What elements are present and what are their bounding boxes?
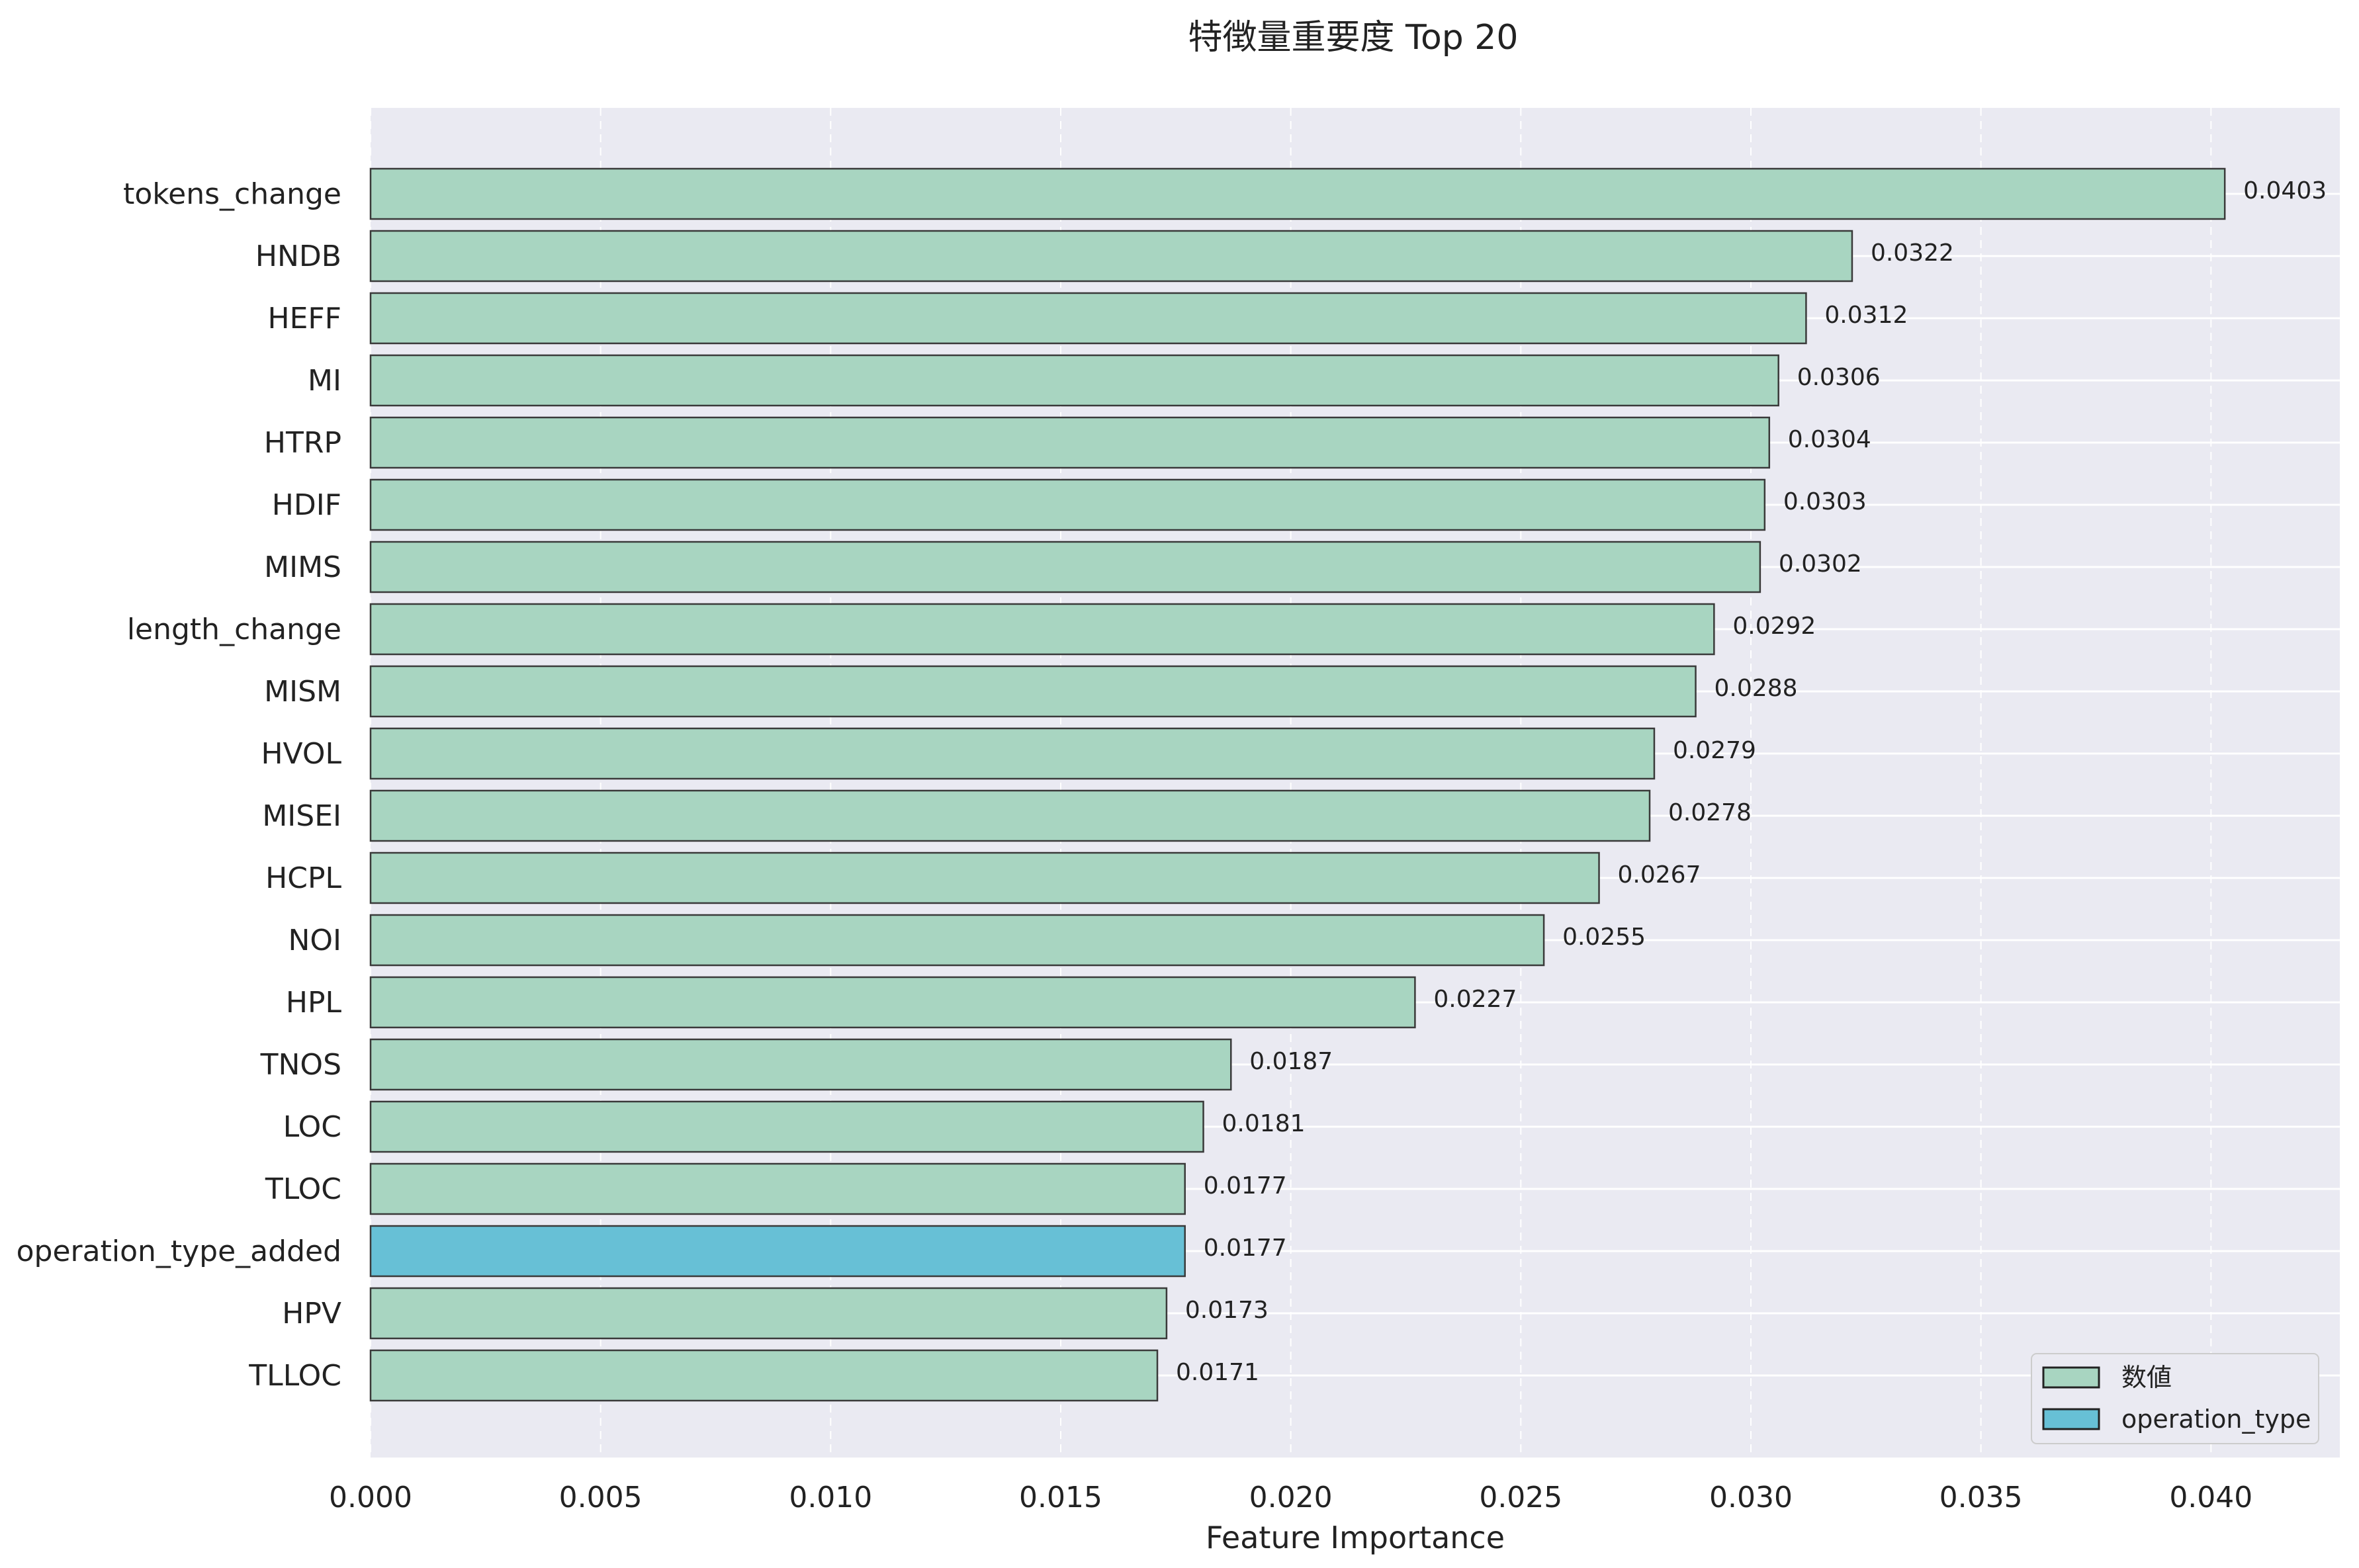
chart-title: 特徴量重要度 Top 20 <box>1188 18 1519 58</box>
bar <box>369 1162 1186 1215</box>
y-tick-label: TNOS <box>260 1048 341 1082</box>
y-tick-label: MISEI <box>262 799 341 833</box>
y-tick-label: HPL <box>286 986 342 1020</box>
bar <box>369 789 1651 842</box>
x-tick-label: 0.020 <box>1249 1481 1333 1514</box>
bar <box>369 976 1416 1029</box>
bar <box>369 167 2226 220</box>
x-tick-label: 0.030 <box>1709 1481 1793 1514</box>
bar <box>369 603 1715 656</box>
x-tick-labels: 0.000 0.005 0.010 0.015 0.020 0.025 0.030 0.035… <box>329 1481 2252 1514</box>
legend: 数値 operation_type <box>2031 1353 2319 1444</box>
value-label: 0.0303 <box>1783 488 1867 515</box>
y-tick-label: LOC <box>283 1110 341 1144</box>
y-tick-label: HNDB <box>255 240 341 273</box>
bar <box>369 914 1545 967</box>
bar <box>369 1038 1232 1091</box>
value-label: 0.0255 <box>1562 924 1646 951</box>
y-tick-labels: tokens_change HNDB HEFF MI HTRP HDIF MIMS lengt… <box>17 177 342 1393</box>
value-label: 0.0177 <box>1204 1235 1287 1262</box>
y-tick-label: MIMS <box>264 550 341 584</box>
y-tick-label: HCPL <box>265 861 341 895</box>
x-tick-label: 0.010 <box>789 1481 872 1514</box>
x-tick-label: 0.015 <box>1019 1481 1102 1514</box>
value-label: 0.0304 <box>1788 426 1871 453</box>
bar <box>369 478 1766 531</box>
bar <box>369 354 1779 407</box>
y-tick-label: TLOC <box>265 1172 341 1206</box>
bars <box>369 167 2226 1402</box>
y-tick-label: MISM <box>264 675 341 709</box>
value-label: 0.0279 <box>1673 737 1756 764</box>
value-label: 0.0306 <box>1797 364 1881 391</box>
y-tick-label: NOI <box>288 924 341 957</box>
x-tick-label: 0.000 <box>329 1481 412 1514</box>
y-tick-label: MI <box>308 364 341 398</box>
bar <box>369 727 1656 780</box>
legend-label-operation-type: operation_type <box>2121 1405 2311 1434</box>
value-label: 0.0288 <box>1714 675 1798 702</box>
x-tick-label: 0.005 <box>559 1481 643 1514</box>
value-label: 0.0227 <box>1433 986 1517 1013</box>
y-tick-label: TLLOC <box>248 1359 341 1393</box>
bar <box>369 1287 1168 1340</box>
value-label: 0.0171 <box>1176 1359 1259 1386</box>
value-label: 0.0278 <box>1668 799 1752 826</box>
y-tick-label: HTRP <box>264 426 341 460</box>
value-label: 0.0292 <box>1732 613 1816 640</box>
value-label: 0.0267 <box>1618 861 1701 889</box>
bar <box>369 851 1600 904</box>
y-tick-label: HDIF <box>272 488 341 522</box>
y-tick-label: HPV <box>282 1297 341 1330</box>
value-label: 0.0181 <box>1222 1110 1306 1137</box>
y-tick-label: tokens_change <box>123 177 341 211</box>
value-label: 0.0403 <box>2243 177 2327 204</box>
x-tick-label: 0.025 <box>1479 1481 1562 1514</box>
bar <box>369 665 1697 718</box>
bar <box>369 416 1771 469</box>
legend-swatch-operation-type <box>2042 1408 2100 1430</box>
value-labels: 0.0403 0.0322 0.0312 0.0306 0.0304 0.0303 0.03… <box>1176 177 2327 1386</box>
value-label: 0.0187 <box>1249 1048 1333 1075</box>
value-label: 0.0312 <box>1824 302 1908 329</box>
x-tick-label: 0.040 <box>2169 1481 2252 1514</box>
y-tick-label: length_change <box>127 613 341 646</box>
bar <box>369 1100 1204 1153</box>
value-label: 0.0177 <box>1204 1172 1287 1199</box>
value-label: 0.0322 <box>1871 240 1954 267</box>
value-label: 0.0302 <box>1779 550 1862 578</box>
value-label: 0.0173 <box>1185 1297 1269 1324</box>
y-tick-label: operation_type_added <box>17 1235 341 1268</box>
bar <box>369 1349 1159 1402</box>
legend-swatch-numeric <box>2042 1366 2100 1389</box>
bar <box>369 230 1853 283</box>
x-axis-label: Feature Importance <box>1206 1520 1505 1555</box>
bar <box>369 292 1807 345</box>
bar <box>369 541 1761 593</box>
x-tick-label: 0.035 <box>1939 1481 2023 1514</box>
legend-label-numeric: 数値 <box>2121 1363 2172 1392</box>
legend-box <box>2031 1353 2319 1444</box>
y-tick-label: HEFF <box>267 302 341 335</box>
y-tick-label: HVOL <box>261 737 341 771</box>
bar <box>369 1225 1186 1278</box>
